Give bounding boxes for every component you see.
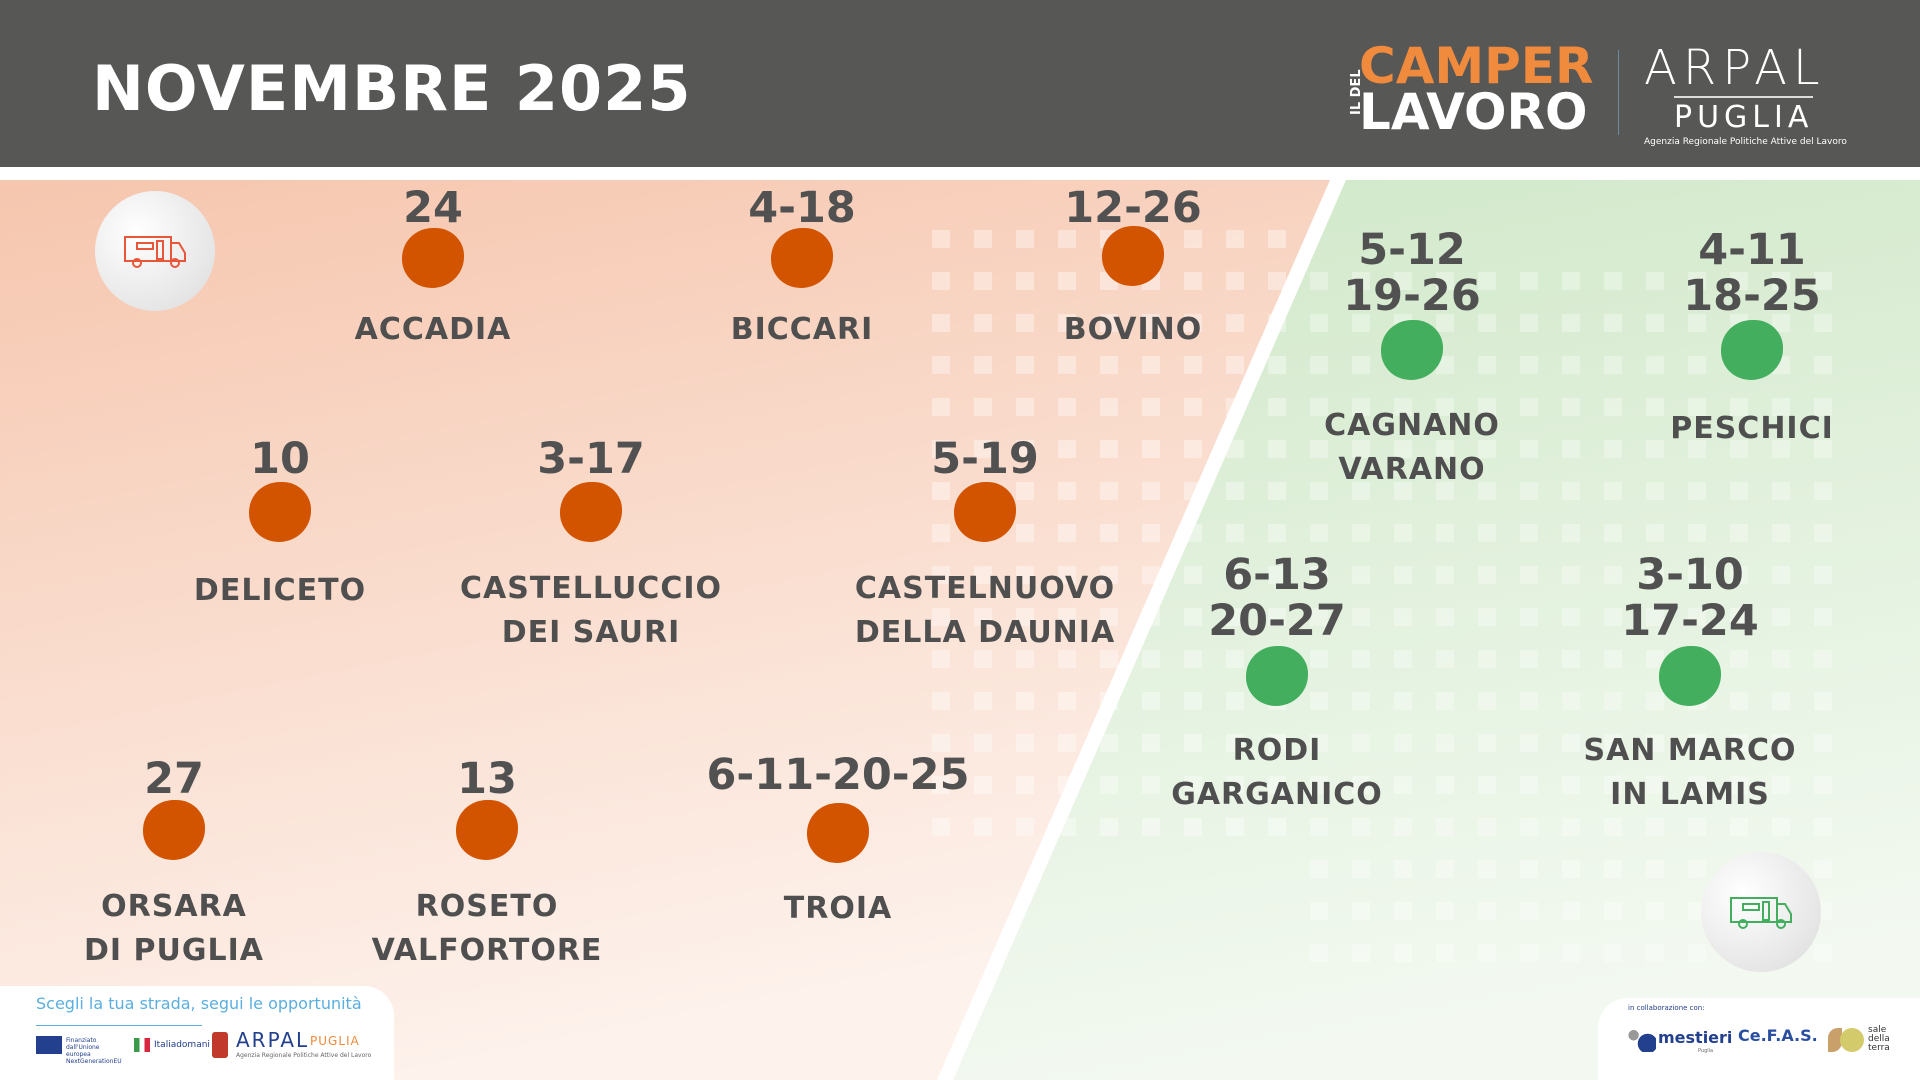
- logo-divider: [1618, 50, 1619, 135]
- location-dates: 3-17: [537, 434, 645, 484]
- location-dates: 27: [144, 754, 204, 804]
- location-dates: 3-10 17-24: [1621, 550, 1759, 646]
- italy-flag-icon: [134, 1038, 150, 1052]
- location-dot: [1246, 646, 1308, 706]
- mestieri-subtitle: Puglia: [1698, 1048, 1714, 1054]
- location-name: ORSARA DI PUGLIA: [84, 889, 264, 968]
- location-dot: [954, 482, 1016, 542]
- location-name: CAGNANO VARANO: [1324, 408, 1500, 487]
- location-name: CASTELNUOVO DELLA DAUNIA: [854, 571, 1116, 650]
- collaboration-label: in collaborazione con:: [1628, 1004, 1705, 1012]
- page-title: NOVEMBRE 2025: [92, 52, 692, 125]
- partner-mestieri: mestieri: [1658, 1028, 1733, 1047]
- camper-badge: [1701, 852, 1821, 972]
- location-dot: [771, 228, 833, 288]
- location-dates: 5-12 19-26: [1343, 225, 1481, 321]
- footer-right: in collaborazione con: mestieri Puglia C…: [1598, 998, 1920, 1080]
- arpal-logo-text: ARPAL: [236, 1028, 310, 1052]
- location-name: BOVINO: [1063, 312, 1203, 347]
- slogan: Scegli la tua strada, segui le opportuni…: [36, 994, 362, 1013]
- header: NOVEMBRE 2025 IL DEL CAMPER LAVORO ARPAL…: [0, 0, 1920, 167]
- partner-cefas: Ce.F.A.S.: [1738, 1026, 1818, 1045]
- partner-sale-della-terra: sale della terra: [1868, 1025, 1890, 1053]
- location-name: PESCHICI: [1670, 411, 1834, 446]
- location-dates: 24: [403, 183, 463, 233]
- camper-badge: [95, 191, 215, 311]
- location-dot: [249, 482, 311, 542]
- sale-della-terra-circle-icon: [1840, 1028, 1864, 1052]
- location-name: RODI GARGANICO: [1171, 733, 1383, 812]
- location-dot: [1381, 320, 1443, 380]
- location-dot: [1721, 320, 1783, 380]
- location-dates: 4-11 18-25: [1683, 225, 1821, 321]
- location-dot: [402, 228, 464, 288]
- eu-funding-label: Finanziato dall'Unione europea NextGener…: [66, 1037, 122, 1065]
- arpal-subtitle: Agenzia Regionale Politiche Attive del L…: [236, 1052, 372, 1059]
- location-dates: 4-18: [748, 183, 856, 233]
- location-dates: 12-26: [1064, 183, 1202, 233]
- location-dot: [807, 803, 869, 863]
- location-dates: 5-19: [931, 434, 1039, 484]
- sale-della-terra-leaf-icon: [1828, 1028, 1842, 1052]
- camper-van-icon: [1730, 897, 1792, 929]
- location-dates: 10: [250, 434, 310, 484]
- location-dot: [143, 800, 205, 860]
- location-dot: [1659, 646, 1721, 706]
- camper-van-icon: [124, 236, 186, 268]
- location-name: ROSETO VALFORTORE: [371, 889, 603, 968]
- location-dot: [456, 800, 518, 860]
- location-name: BICCARI: [730, 312, 874, 347]
- location-name: DELICETO: [193, 573, 367, 608]
- background-split: [0, 180, 1920, 1080]
- puglia-logo-text: PUGLIA: [310, 1034, 360, 1048]
- footer-left: Scegli la tua strada, segui le opportuni…: [0, 986, 394, 1080]
- location-dates: 13: [457, 754, 517, 804]
- location-dot: [560, 482, 622, 542]
- eu-flag-icon: [36, 1036, 62, 1054]
- location-name: CASTELLUCCIO DEI SAURI: [459, 571, 723, 650]
- mestieri-logo-icon: [1628, 1024, 1656, 1052]
- location-name: ACCADIA: [354, 312, 512, 347]
- location-dates: 6-11-20-25: [706, 750, 970, 800]
- italiadomani-label: Italiadomani: [154, 1040, 210, 1050]
- location-name: SAN MARCO IN LAMIS: [1583, 733, 1797, 812]
- puglia-crest-icon: [212, 1032, 228, 1058]
- location-dot: [1102, 226, 1164, 286]
- divider: [36, 1025, 202, 1026]
- location-name: TROIA: [783, 891, 893, 926]
- arpal-puglia-logo: ARPAL PUGLIA Agenzia Regionale Politiche…: [1644, 40, 1847, 147]
- location-dates: 6-13 20-27: [1208, 550, 1346, 646]
